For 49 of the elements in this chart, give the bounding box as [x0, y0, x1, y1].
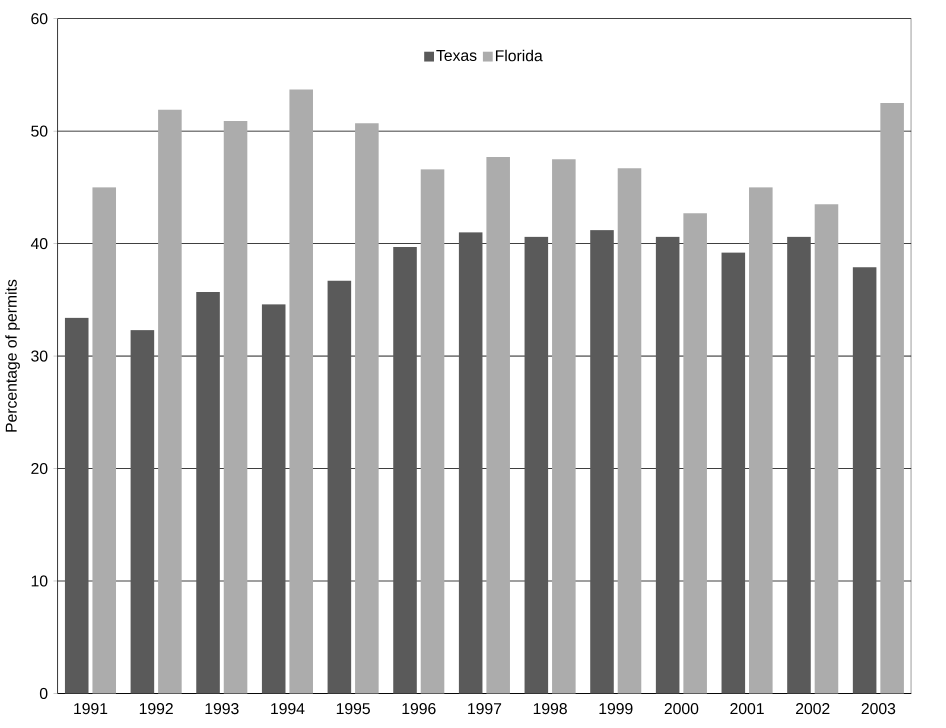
y-tick-label: 0 — [40, 688, 48, 700]
x-tick-label: 2001 — [730, 703, 764, 714]
bar — [524, 236, 548, 694]
x-tick-label: 2002 — [796, 703, 830, 714]
x-tick-label: 1999 — [599, 703, 632, 714]
x-tick-label: 1997 — [468, 703, 502, 714]
bar — [458, 232, 482, 694]
bar — [328, 280, 352, 694]
x-tick-label: 1992 — [140, 703, 173, 714]
bar — [130, 330, 154, 694]
x-tick-label: 2003 — [862, 703, 896, 714]
bar — [92, 187, 116, 694]
bar — [852, 267, 876, 694]
legend-label: Florida — [496, 50, 543, 62]
x-tick-label: 1993 — [206, 703, 239, 714]
bar — [158, 110, 182, 694]
y-tick-label: 60 — [31, 13, 48, 24]
bar — [722, 252, 746, 694]
y-tick-label: 40 — [30, 238, 48, 250]
x-tick-label: 1996 — [402, 703, 436, 714]
bar — [590, 230, 614, 694]
y-axis-title: Percentage of permits — [5, 280, 20, 432]
bar — [486, 157, 510, 694]
bar — [880, 103, 904, 694]
y-tick-label: 10 — [32, 576, 48, 587]
x-tick-label: 1991 — [74, 703, 108, 714]
bar — [618, 168, 642, 694]
bar — [289, 90, 313, 694]
bar — [814, 204, 838, 694]
bar — [262, 304, 286, 694]
bar — [683, 213, 707, 694]
bar — [64, 318, 89, 694]
legend-label: Texas — [436, 50, 476, 62]
x-tick-label: 2000 — [664, 703, 698, 714]
bar — [393, 247, 417, 694]
bar — [224, 121, 248, 694]
bar — [787, 236, 811, 694]
bar — [749, 187, 773, 694]
bar — [420, 169, 444, 694]
y-tick-label: 50 — [31, 126, 48, 137]
x-tick-label: 1994 — [271, 703, 304, 714]
x-tick-label: 1995 — [336, 703, 370, 714]
y-tick-label: 20 — [31, 463, 48, 474]
bar — [656, 236, 680, 694]
x-tick-label: 1998 — [534, 703, 567, 714]
bar — [355, 123, 379, 694]
bar — [552, 159, 576, 694]
bar — [196, 292, 220, 694]
y-tick-label: 30 — [31, 350, 48, 362]
